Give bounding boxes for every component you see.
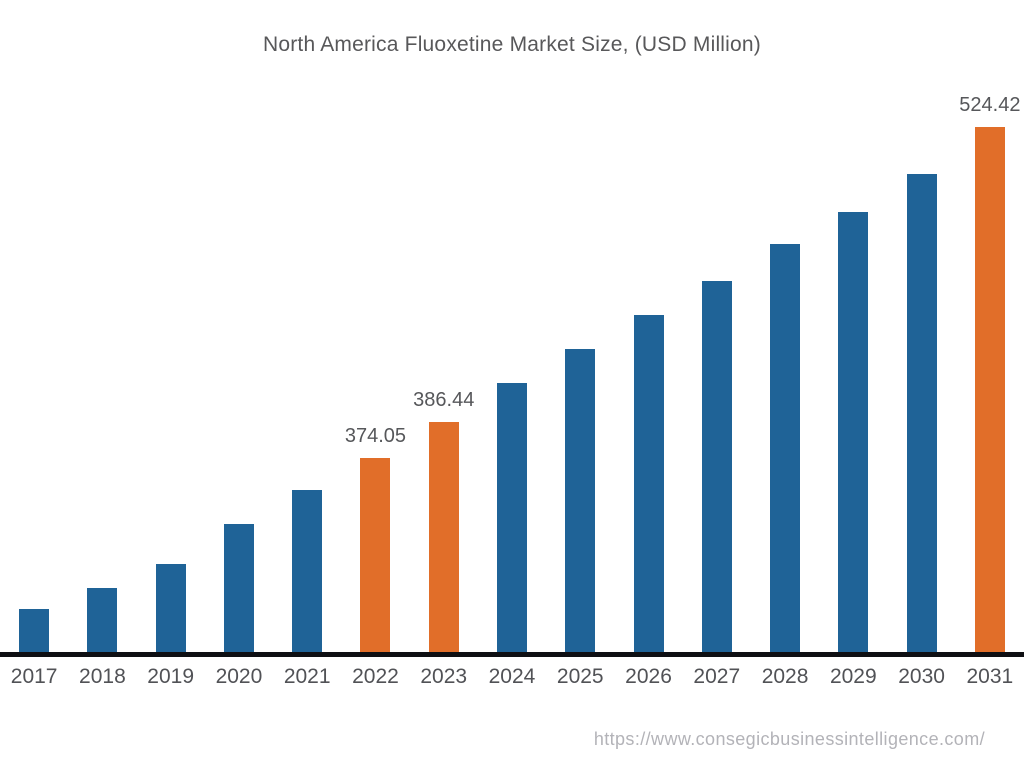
bar-2018 <box>87 588 118 652</box>
x-axis-label-2018: 2018 <box>79 665 126 688</box>
bars-row: 374.05 386.44 524.42 <box>0 92 1024 652</box>
bar-column-2028 <box>751 92 819 652</box>
x-axis-label-2017: 2017 <box>10 665 58 688</box>
bar-2027 <box>701 281 732 652</box>
bar-column-2021 <box>273 92 341 652</box>
bar-column-2029 <box>819 92 887 652</box>
x-axis-label-2027: 2027 <box>693 665 741 688</box>
x-axis-label-2025: 2025 <box>556 665 604 688</box>
bar-2031 <box>974 127 1005 652</box>
bar-column-2019 <box>137 92 205 652</box>
bar-2022 <box>360 458 391 652</box>
bar-2020 <box>223 524 254 652</box>
data-label-2023: 386.44 <box>413 389 475 411</box>
bar-column-2020 <box>205 92 273 652</box>
x-axis-label-2020: 2020 <box>215 665 263 688</box>
bar-2017 <box>19 609 50 652</box>
x-axis-label-2029: 2029 <box>829 665 877 688</box>
data-label-2022: 374.05 <box>344 425 407 447</box>
bar-column-2018 <box>68 92 136 652</box>
bar-column-2027 <box>683 92 751 652</box>
bar-2019 <box>155 564 186 652</box>
x-axis-label-2031: 2031 <box>966 665 1014 688</box>
bar-2029 <box>838 212 869 652</box>
bar-column-2031: 524.42 <box>956 92 1024 652</box>
bar-2021 <box>292 490 323 652</box>
bar-column-2024 <box>478 92 546 652</box>
bar-column-2026 <box>614 92 682 652</box>
bar-2026 <box>633 315 664 652</box>
bar-2025 <box>565 349 596 652</box>
bar-column-2023: 386.44 <box>410 92 478 652</box>
x-axis-line <box>0 652 1024 657</box>
data-label-2031: 524.42 <box>959 94 1021 116</box>
x-axis-label-2024: 2024 <box>488 665 536 688</box>
source-url: https://www.consegicbusinessintelligence… <box>593 729 985 749</box>
x-axis-label-2021: 2021 <box>283 665 331 688</box>
chart-title: North America Fluoxetine Market Size, (U… <box>262 33 761 56</box>
bar-2030 <box>906 174 937 652</box>
bar-column-2030 <box>887 92 955 652</box>
x-axis-label-2026: 2026 <box>625 665 672 688</box>
x-axis: 2017 2018 2019 2020 2021 2022 2023 2024 2025 2026… <box>0 665 1024 689</box>
bar-2028 <box>770 244 801 652</box>
x-axis-label-2023: 2023 <box>420 665 468 688</box>
x-axis-label-2019: 2019 <box>147 665 195 688</box>
bar-2023 <box>428 422 459 652</box>
bar-column-2025 <box>546 92 614 652</box>
x-axis-label-2030: 2030 <box>898 665 945 688</box>
x-axis-label-2022: 2022 <box>352 665 399 688</box>
bar-column-2017 <box>0 92 68 652</box>
x-axis-label-2028: 2028 <box>761 665 809 688</box>
bar-column-2022: 374.05 <box>341 92 409 652</box>
bar-2024 <box>496 383 527 652</box>
